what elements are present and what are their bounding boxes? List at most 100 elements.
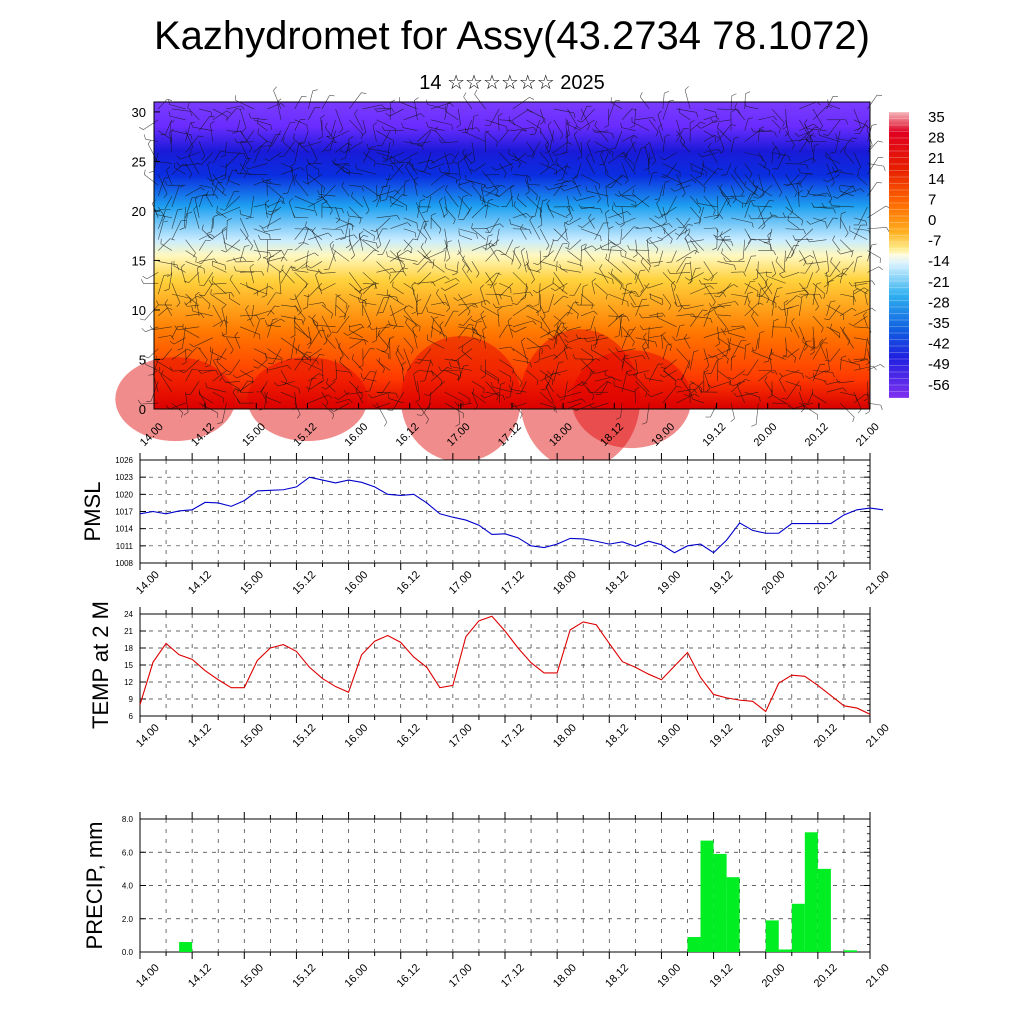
pmsl-xtick-label: 16.12 bbox=[395, 569, 423, 597]
wind-barb bbox=[263, 182, 282, 186]
wind-barb bbox=[728, 342, 745, 349]
wind-barb bbox=[629, 294, 636, 306]
pmsl-xtick-label: 18.00 bbox=[551, 569, 579, 597]
wind-barb-feather bbox=[238, 388, 242, 393]
wind-barb-feather bbox=[791, 251, 795, 257]
wind-barb bbox=[642, 346, 650, 360]
wind-barb-feather bbox=[555, 266, 558, 272]
wind-barb-feather bbox=[686, 256, 692, 259]
wind-barb bbox=[545, 370, 555, 390]
wind-barb bbox=[250, 117, 268, 121]
wind-barb bbox=[650, 391, 663, 398]
wind-barb bbox=[389, 267, 404, 284]
wind-barb-feather bbox=[806, 220, 811, 225]
wind-barb bbox=[679, 112, 691, 121]
wind-barb bbox=[608, 175, 624, 186]
wind-barb-feather bbox=[470, 181, 475, 186]
wind-barb-feather bbox=[445, 170, 451, 175]
wind-barb bbox=[212, 370, 227, 382]
wind-barb-feather bbox=[619, 224, 625, 228]
wind-barb-feather bbox=[684, 229, 688, 235]
wind-barb-feather bbox=[322, 302, 327, 307]
wind-barb bbox=[458, 163, 461, 179]
wind-barb bbox=[758, 152, 767, 165]
wind-barb bbox=[444, 402, 464, 414]
wind-barb-feather bbox=[657, 110, 662, 115]
wind-barb bbox=[198, 293, 211, 305]
wind-barb-feather bbox=[883, 166, 886, 171]
wind-barb-feather bbox=[456, 178, 461, 182]
wind-barb bbox=[771, 261, 776, 274]
wind-barb bbox=[177, 326, 200, 331]
wind-barb bbox=[321, 304, 333, 314]
wind-barb-feather bbox=[449, 102, 454, 107]
wind-barb-feather bbox=[412, 324, 417, 329]
wind-barb bbox=[758, 371, 771, 382]
wind-barb-feather bbox=[845, 232, 849, 238]
wind-barb bbox=[730, 174, 744, 192]
wind-barb-feather bbox=[177, 348, 183, 351]
wind-barb-feather bbox=[343, 332, 348, 336]
temp-xtick-label: 14.12 bbox=[186, 722, 214, 750]
wind-barb-feather bbox=[201, 156, 206, 161]
wind-barb bbox=[338, 347, 350, 360]
wind-barb bbox=[173, 265, 186, 273]
wind-barb-feather bbox=[751, 311, 755, 317]
precip-xtick-label: 14.00 bbox=[134, 962, 162, 990]
wind-barb bbox=[219, 348, 227, 360]
wind-barb bbox=[744, 174, 758, 190]
wind-barb-feather bbox=[378, 312, 384, 314]
wind-barb bbox=[226, 220, 228, 240]
wind-barb-feather bbox=[482, 326, 487, 331]
wind-barb-feather bbox=[189, 146, 194, 151]
wind-barb bbox=[635, 227, 650, 230]
wind-barb bbox=[618, 348, 636, 352]
wind-barb bbox=[307, 174, 323, 185]
wind-barb bbox=[444, 359, 457, 361]
wind-barb bbox=[199, 194, 216, 197]
wind-barb bbox=[395, 352, 405, 371]
wind-barb-feather bbox=[789, 327, 793, 333]
wind-barb-feather bbox=[184, 302, 188, 307]
wind-barb-feather bbox=[639, 313, 643, 319]
wind-barb bbox=[728, 332, 745, 338]
wind-barb bbox=[390, 222, 408, 230]
wind-barb-feather bbox=[301, 319, 304, 325]
wind-barb-feather bbox=[432, 263, 434, 269]
wind-barb bbox=[594, 376, 613, 382]
wind-barb bbox=[634, 108, 636, 126]
wind-barb-feather bbox=[657, 236, 662, 240]
pmsl-ytick-label: 1020 bbox=[115, 490, 133, 499]
wind-barb-feather bbox=[341, 181, 345, 187]
wind-barb-feather bbox=[578, 204, 582, 209]
wind-barb bbox=[539, 163, 555, 175]
wind-barb-feather bbox=[286, 358, 292, 361]
wind-barb bbox=[376, 348, 389, 355]
wind-barb bbox=[548, 184, 568, 191]
wind-barb bbox=[462, 153, 473, 164]
temp-ytick-label: 9 bbox=[129, 695, 134, 704]
wind-barb-feather bbox=[364, 339, 367, 345]
wind-barb-feather bbox=[688, 230, 691, 236]
wind-barb-feather bbox=[674, 301, 678, 307]
wind-barb bbox=[430, 172, 447, 186]
wind-barb bbox=[170, 115, 186, 121]
wind-barb-feather bbox=[351, 191, 354, 197]
wind-barb-feather bbox=[247, 380, 253, 382]
wind-barb bbox=[314, 324, 336, 328]
wind-barb bbox=[492, 386, 513, 393]
wind-barb-feather bbox=[852, 137, 858, 140]
wind-barb bbox=[689, 195, 702, 209]
wind-barb bbox=[362, 377, 377, 382]
wind-barb-feather bbox=[483, 184, 488, 189]
precip-ylabel: PRECIP, mm bbox=[82, 822, 107, 950]
wind-barb-feather bbox=[306, 265, 312, 269]
wind-barb bbox=[267, 319, 274, 338]
wind-barb bbox=[376, 261, 391, 275]
wind-barb-feather bbox=[563, 326, 568, 331]
wind-barb-feather bbox=[387, 196, 393, 199]
wind-barb bbox=[185, 261, 205, 269]
wind-barb bbox=[648, 141, 657, 162]
wind-barb-feather bbox=[576, 125, 582, 130]
precip-bar bbox=[804, 832, 818, 952]
